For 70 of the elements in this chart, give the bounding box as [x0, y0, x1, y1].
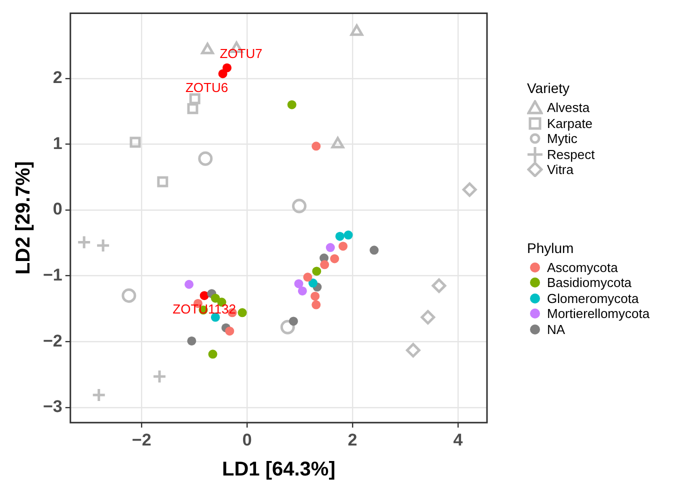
point	[92, 388, 106, 402]
y-tick-label: −3	[42, 397, 62, 416]
point	[308, 278, 318, 288]
annotation: ZOTU7	[220, 46, 262, 61]
point	[312, 266, 322, 276]
legend-label: Glomeromycota	[547, 290, 639, 306]
point	[298, 286, 307, 296]
y-tick-label: 1	[52, 134, 62, 153]
point	[198, 151, 213, 166]
point	[122, 288, 136, 303]
point	[280, 320, 295, 334]
legend-label: Basidiomycota	[547, 275, 632, 290]
point	[338, 242, 348, 251]
point	[310, 292, 320, 301]
point	[184, 280, 194, 289]
y-tick-label: −2	[42, 331, 62, 350]
point	[288, 316, 298, 326]
point	[331, 136, 344, 148]
point	[187, 103, 198, 114]
legend-label: Mytic	[547, 131, 578, 146]
point	[96, 238, 110, 253]
x-axis-title: LD1 [64.3%]	[222, 458, 336, 481]
point	[189, 93, 200, 104]
text: Variety	[527, 80, 570, 96]
point	[432, 278, 446, 293]
point	[225, 326, 234, 336]
point	[292, 198, 307, 214]
point	[370, 246, 379, 255]
point	[218, 69, 228, 78]
legend-label: Ascomycota	[547, 260, 618, 275]
x-tick-label: 0	[242, 430, 252, 450]
point	[326, 243, 335, 252]
point	[294, 279, 304, 288]
x-tick-label: 4	[453, 430, 464, 450]
point	[330, 254, 340, 264]
y-axis-title: LD2 [29.7%]	[12, 161, 35, 275]
point	[187, 336, 196, 346]
point	[200, 291, 209, 300]
point	[208, 350, 218, 359]
point	[406, 342, 420, 358]
point	[312, 142, 321, 151]
point	[420, 310, 436, 325]
point	[152, 369, 167, 384]
text: Phylum	[527, 240, 574, 256]
legend-label: Alvesta	[547, 100, 590, 116]
legend-label: Vitra	[547, 162, 574, 178]
point	[76, 235, 92, 250]
point	[350, 24, 364, 36]
legend-label: Karpate	[547, 116, 593, 131]
y-tick-label: −1	[42, 266, 62, 285]
point	[210, 294, 220, 303]
point	[320, 260, 330, 270]
point	[157, 176, 168, 188]
point	[344, 230, 353, 240]
point	[130, 136, 141, 148]
point	[287, 100, 296, 110]
x-tick-label: −2	[132, 430, 152, 450]
point	[303, 272, 312, 282]
point	[238, 308, 247, 318]
legend-label: Mortierellomycota	[547, 306, 650, 322]
legend-label: Respect	[547, 146, 595, 162]
y-tick-label: 0	[52, 200, 62, 219]
point	[312, 300, 321, 310]
annotation: ZOTU6	[185, 80, 228, 95]
x-tick-label: 2	[348, 430, 358, 450]
point	[335, 232, 344, 241]
y-tick-label: 2	[52, 68, 62, 88]
point	[201, 42, 214, 54]
point	[462, 182, 477, 197]
legend-label: NA	[547, 322, 566, 337]
